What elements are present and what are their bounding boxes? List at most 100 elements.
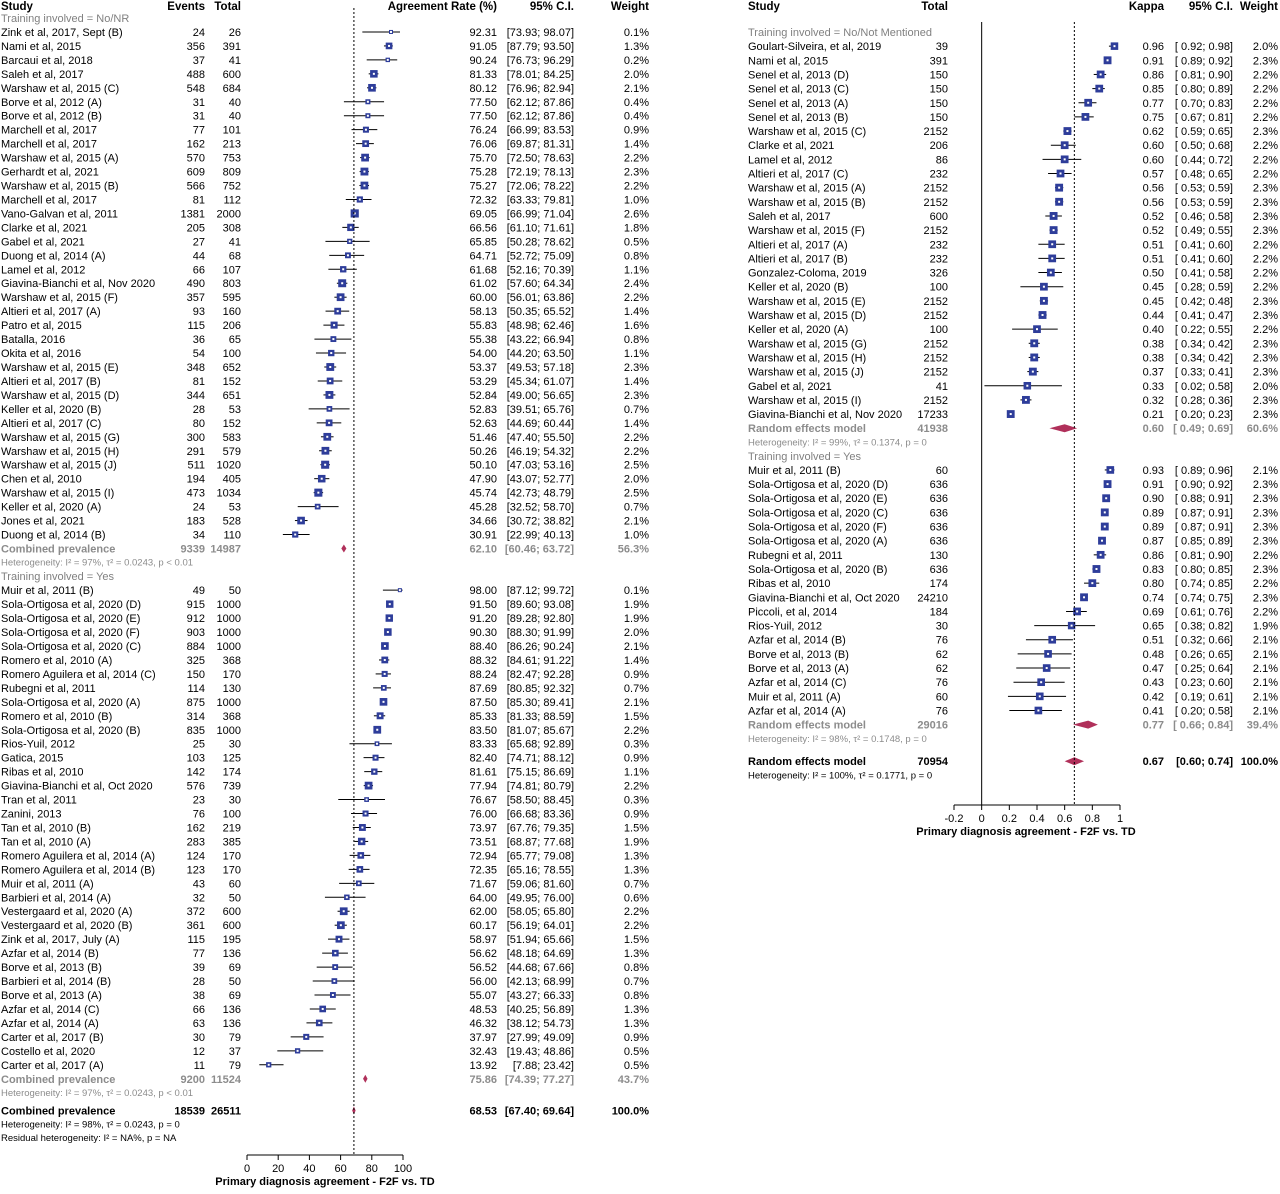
point-center-dot	[1058, 200, 1061, 203]
study-ci: [74.81; 80.79]	[507, 781, 574, 793]
point-center-dot	[348, 240, 351, 243]
study-ci: [78.01; 84.25]	[507, 69, 574, 81]
study-events: 183	[187, 516, 205, 528]
study-weight: 1.1%	[624, 348, 649, 360]
study-label: Borve et al, 2013 (B)	[748, 649, 849, 661]
study-total: 213	[223, 139, 241, 151]
study-estimate: 87.69	[469, 683, 497, 695]
study-estimate: 72.35	[469, 864, 497, 876]
study-total: 40	[229, 97, 241, 109]
study-label: Sola-Ortigosa et al, 2020 (D)	[1, 599, 141, 611]
study-ci: [50.35; 65.52]	[507, 306, 574, 318]
point-center-dot	[342, 268, 345, 271]
point-center-dot	[1106, 483, 1109, 486]
study-weight: 0.4%	[624, 97, 649, 109]
study-label: Zink et al, 2017, Sept (B)	[1, 27, 123, 39]
study-estimate: 47.90	[469, 474, 497, 486]
study-estimate: 61.68	[469, 264, 497, 276]
study-events: 115	[187, 320, 205, 332]
point-center-dot	[1099, 73, 1102, 76]
study-ci: [68.87; 77.68]	[507, 836, 574, 848]
study-weight: 2.3%	[1253, 225, 1278, 237]
study-label: Warshaw et al, 2015 (J)	[1, 460, 117, 472]
study-label: Altieri et al, 2017 (C)	[748, 169, 848, 181]
point-center-dot	[328, 393, 331, 396]
study-estimate: 51.46	[469, 432, 497, 444]
point-center-dot	[1106, 59, 1109, 62]
study-label: Warshaw et al, 2015 (I)	[748, 395, 861, 407]
study-total: 60	[936, 691, 948, 703]
study-weight: 1.9%	[1253, 621, 1278, 633]
study-label: Ribas et al, 2010	[748, 578, 831, 590]
study-ci: [61.10; 71.61]	[507, 222, 574, 234]
study-estimate: 83.50	[469, 725, 497, 737]
study-label: Goulart-Silveira, et al, 2019	[748, 41, 881, 53]
study-label: Zanini, 2013	[1, 809, 62, 821]
study-ci: [ 0.33; 0.41]	[1175, 367, 1233, 379]
study-weight: 0.8%	[624, 334, 649, 346]
study-events: 473	[187, 488, 205, 500]
study-weight: 2.3%	[1253, 126, 1278, 138]
study-weight: 2.2%	[1253, 550, 1278, 562]
study-events: 66	[193, 264, 205, 276]
point-center-dot	[1042, 285, 1045, 288]
study-label: Altieri et al, 2017 (A)	[748, 239, 848, 251]
study-ci: [ 0.80; 0.85]	[1175, 564, 1233, 576]
study-total: 2152	[924, 197, 948, 209]
study-total: 652	[223, 362, 241, 374]
study-label: Gabel et al, 2021	[1, 236, 85, 248]
study-events: 81	[193, 194, 205, 206]
point-center-dot	[330, 352, 333, 355]
study-weight: 2.2%	[624, 432, 649, 444]
point-center-dot	[1051, 638, 1054, 641]
subgroup-summary-label: Random effects model	[748, 423, 866, 435]
study-weight: 2.2%	[1253, 606, 1278, 618]
study-label: Piccoli, et al, 2014	[748, 606, 837, 618]
study-estimate: 52.84	[469, 390, 497, 402]
study-estimate: 75.70	[469, 153, 497, 165]
study-total: 50	[229, 585, 241, 597]
study-weight: 2.3%	[1253, 338, 1278, 350]
study-total: 391	[930, 55, 948, 67]
study-ci: [43.07; 52.77]	[507, 474, 574, 486]
study-estimate: 0.91	[1143, 55, 1164, 67]
study-events: 34	[193, 530, 205, 542]
study-weight: 0.9%	[624, 1032, 649, 1044]
point-center-dot	[373, 770, 376, 773]
study-total: 125	[223, 753, 241, 765]
study-label: Sola-Ortigosa et al, 2020 (B)	[748, 564, 887, 576]
column-header-ci: 95% C.I.	[530, 1, 574, 13]
study-total: 76	[936, 677, 948, 689]
study-events: 24	[193, 502, 205, 514]
study-estimate: 0.41	[1143, 705, 1164, 717]
study-label: Azfar et al, 2014 (C)	[748, 677, 846, 689]
study-weight: 2.2%	[624, 153, 649, 165]
study-estimate: 0.85	[1143, 84, 1164, 96]
study-estimate: 45.74	[469, 488, 497, 500]
point-center-dot	[379, 714, 382, 717]
study-weight: 0.3%	[624, 739, 649, 751]
point-center-dot	[1040, 681, 1043, 684]
point-center-dot	[336, 310, 339, 313]
point-center-dot	[1109, 468, 1112, 471]
study-weight: 2.0%	[624, 627, 649, 639]
study-total: 739	[223, 781, 241, 793]
study-events: 93	[193, 306, 205, 318]
study-total: 41	[229, 55, 241, 67]
study-ci: [ 0.88; 0.91]	[1175, 493, 1233, 505]
study-estimate: 88.40	[469, 641, 497, 653]
study-total: 41	[229, 236, 241, 248]
point-center-dot	[337, 938, 340, 941]
study-label: Sola-Ortigosa et al, 2020 (F)	[1, 627, 140, 639]
overall-summary-ci: [67.40; 69.64]	[505, 1105, 574, 1117]
study-ci: [58.05; 65.80]	[507, 906, 574, 918]
study-ci: [72.50; 78.63]	[507, 153, 574, 165]
study-estimate: 13.92	[469, 1060, 497, 1072]
study-estimate: 48.53	[469, 1004, 497, 1016]
study-total: 1000	[217, 627, 241, 639]
study-estimate: 83.33	[469, 739, 497, 751]
study-total: 636	[930, 522, 948, 534]
study-events: 25	[193, 739, 205, 751]
study-ci: [ 0.89; 0.92]	[1175, 55, 1233, 67]
study-events: 115	[187, 934, 205, 946]
